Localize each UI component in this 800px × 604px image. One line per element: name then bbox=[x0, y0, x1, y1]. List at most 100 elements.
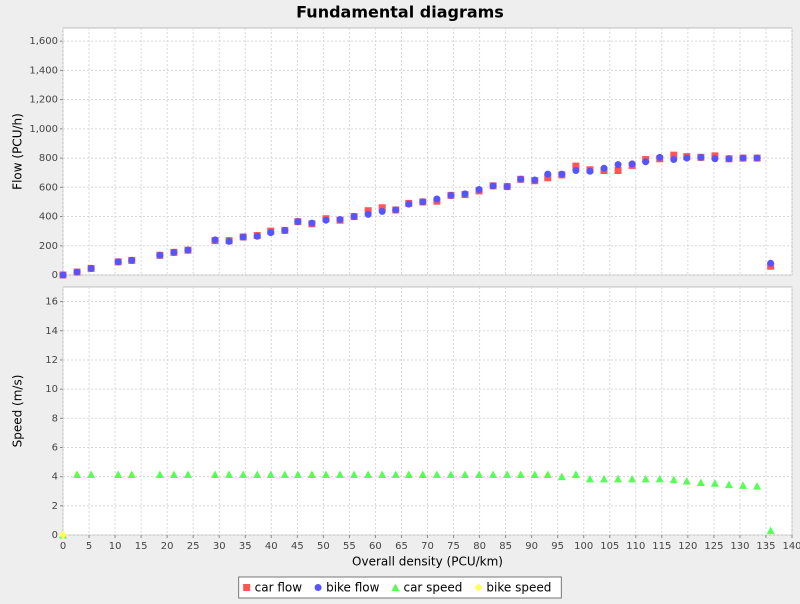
marker-circle bbox=[336, 215, 344, 223]
y-axis-label: Flow (PCU/h) bbox=[11, 113, 25, 190]
marker-circle bbox=[211, 236, 219, 244]
marker-triangle bbox=[391, 583, 400, 591]
marker-triangle bbox=[391, 470, 400, 478]
marker-triangle bbox=[87, 470, 96, 478]
marker-square bbox=[544, 174, 552, 182]
legend-label: car flow bbox=[255, 581, 303, 595]
marker-circle bbox=[392, 206, 400, 214]
marker-triangle bbox=[503, 470, 512, 478]
x-tick-label: 50 bbox=[317, 541, 330, 552]
marker-circle bbox=[586, 167, 594, 175]
marker-triangle bbox=[73, 470, 82, 478]
x-tick-label: 75 bbox=[447, 541, 460, 552]
y-tick-label: 800 bbox=[39, 153, 58, 164]
marker-triangle bbox=[364, 470, 373, 478]
marker-triangle bbox=[280, 470, 289, 478]
marker-triangle bbox=[739, 481, 748, 489]
marker-circle bbox=[59, 271, 67, 279]
y-tick-label: 16 bbox=[45, 297, 58, 308]
x-tick-label: 85 bbox=[499, 541, 512, 552]
y-tick-label: 14 bbox=[45, 326, 58, 337]
marker-circle bbox=[87, 264, 95, 272]
marker-triangle bbox=[530, 470, 539, 478]
marker-triangle bbox=[710, 479, 719, 487]
marker-triangle bbox=[641, 474, 650, 483]
marker-circle bbox=[156, 251, 164, 259]
marker-triangle bbox=[753, 482, 762, 490]
y-axis-label: Speed (m/s) bbox=[11, 375, 25, 448]
marker-triangle bbox=[628, 474, 637, 483]
x-tick-label: 95 bbox=[551, 541, 564, 552]
chart-title: Fundamental diagrams bbox=[296, 3, 504, 22]
marker-circle bbox=[572, 167, 580, 174]
y-tick-label: 1,000 bbox=[29, 124, 58, 135]
plot-clip bbox=[59, 470, 775, 539]
x-tick-label: 105 bbox=[600, 541, 619, 552]
x-tick-label: 110 bbox=[626, 541, 645, 552]
marker-circle bbox=[364, 210, 372, 218]
x-tick-label: 55 bbox=[343, 541, 356, 552]
marker-triangle bbox=[557, 472, 566, 481]
marker-triangle bbox=[585, 474, 594, 483]
marker-triangle bbox=[432, 470, 441, 478]
marker-circle bbox=[739, 154, 747, 162]
marker-circle bbox=[114, 258, 122, 266]
y-tick-label: 600 bbox=[39, 182, 58, 193]
marker-triangle bbox=[766, 526, 775, 535]
marker-circle bbox=[294, 218, 302, 226]
marker-square bbox=[614, 167, 622, 174]
marker-circle bbox=[767, 259, 775, 267]
marker-square bbox=[364, 207, 372, 215]
marker-circle bbox=[642, 158, 650, 166]
marker-triangle bbox=[446, 470, 455, 478]
marker-triangle bbox=[418, 470, 427, 478]
marker-circle bbox=[128, 256, 136, 264]
marker-triangle bbox=[307, 470, 316, 478]
x-tick-label: 30 bbox=[213, 541, 226, 552]
marker-triangle bbox=[543, 470, 552, 478]
marker-triangle bbox=[293, 470, 302, 478]
marker-circle bbox=[447, 191, 455, 199]
marker-triangle bbox=[321, 470, 330, 478]
marker-circle bbox=[489, 182, 497, 190]
x-tick-label: 65 bbox=[395, 541, 408, 552]
marker-triangle bbox=[155, 470, 164, 478]
marker-circle bbox=[475, 186, 483, 193]
marker-triangle bbox=[600, 474, 609, 483]
x-tick-label: 130 bbox=[730, 541, 749, 552]
x-tick-label: 100 bbox=[574, 541, 593, 552]
marker-triangle bbox=[350, 470, 359, 478]
x-tick-label: 25 bbox=[187, 541, 200, 552]
marker-circle bbox=[267, 229, 275, 237]
marker-diamond bbox=[474, 583, 483, 592]
marker-circle bbox=[503, 183, 511, 191]
marker-triangle bbox=[571, 470, 580, 478]
marker-circle bbox=[517, 175, 525, 183]
marker-circle bbox=[697, 153, 705, 161]
x-tick-label: 90 bbox=[525, 541, 538, 552]
marker-triangle bbox=[183, 470, 192, 478]
x-tick-label: 35 bbox=[239, 541, 252, 552]
marker-triangle bbox=[378, 470, 387, 478]
marker-square bbox=[670, 151, 678, 159]
marker-circle bbox=[253, 232, 261, 240]
marker-triangle bbox=[669, 475, 678, 484]
x-tick-label: 0 bbox=[60, 541, 66, 552]
x-tick-label: 60 bbox=[369, 541, 382, 552]
x-tick-label: 10 bbox=[109, 541, 122, 552]
marker-circle bbox=[614, 161, 622, 169]
x-tick-label: 135 bbox=[756, 541, 775, 552]
marker-circle bbox=[433, 195, 441, 203]
marker-circle bbox=[628, 160, 636, 168]
marker-circle bbox=[170, 248, 178, 256]
marker-circle bbox=[184, 246, 192, 254]
marker-circle bbox=[281, 226, 289, 234]
marker-circle bbox=[558, 170, 566, 178]
marker-triangle bbox=[211, 470, 220, 478]
marker-triangle bbox=[682, 477, 691, 485]
marker-triangle bbox=[114, 470, 123, 478]
marker-circle bbox=[350, 213, 358, 221]
marker-triangle bbox=[516, 470, 525, 478]
x-axis-label: Overall density (PCU/km) bbox=[352, 555, 503, 569]
